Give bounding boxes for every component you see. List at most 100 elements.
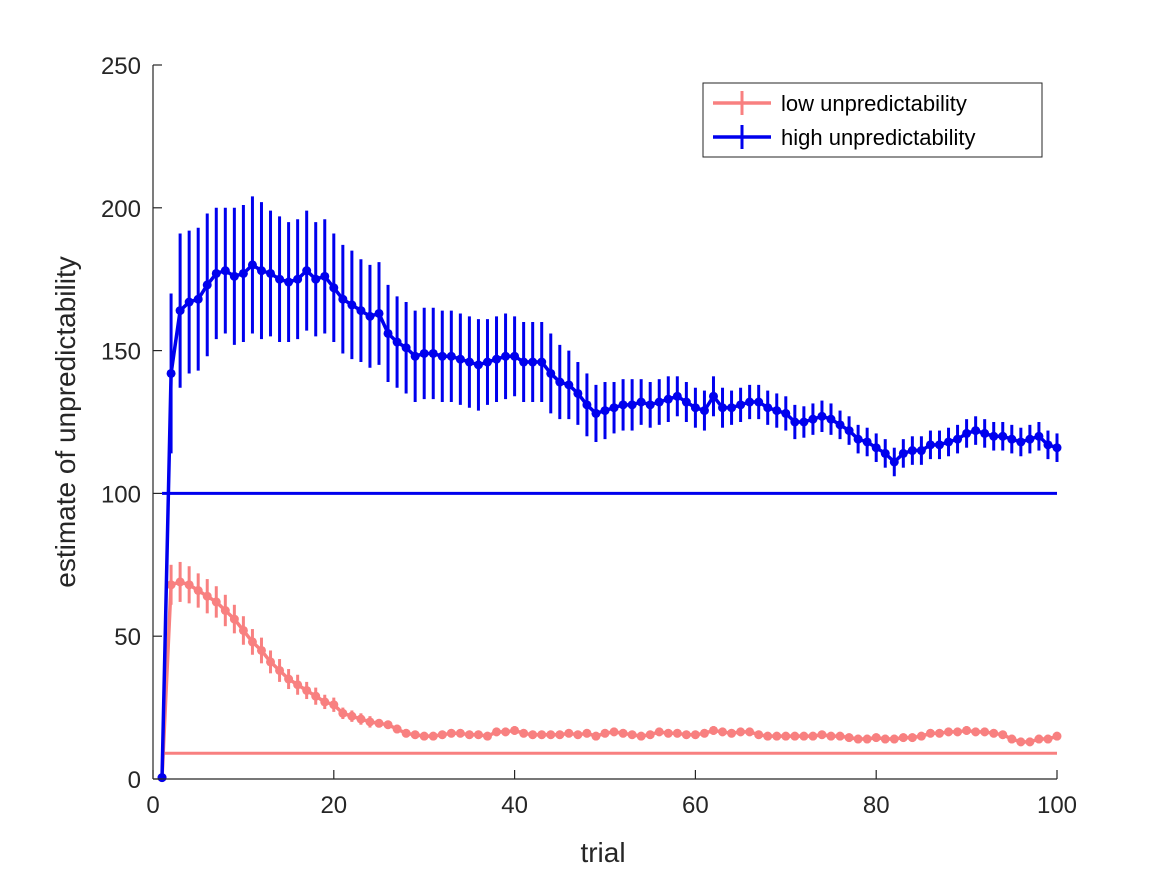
data-point-high bbox=[790, 417, 800, 427]
data-point-high bbox=[356, 306, 366, 316]
y-tick-label: 250 bbox=[101, 53, 141, 80]
data-point-low bbox=[266, 657, 276, 667]
data-point-high bbox=[718, 403, 728, 413]
data-point-high bbox=[302, 266, 312, 276]
data-point-high bbox=[510, 351, 520, 361]
data-point-low bbox=[971, 727, 981, 737]
data-point-low bbox=[256, 645, 266, 655]
data-point-high bbox=[311, 274, 321, 284]
data-point-low bbox=[365, 717, 375, 727]
data-point-high bbox=[817, 411, 827, 421]
data-point-high bbox=[826, 414, 836, 424]
data-point-high bbox=[492, 354, 502, 364]
data-point-low bbox=[898, 733, 908, 743]
data-point-low bbox=[817, 730, 827, 740]
series-line-low bbox=[160, 580, 1058, 778]
data-point-low bbox=[275, 665, 285, 675]
data-point-low bbox=[428, 731, 438, 741]
data-point-high bbox=[1016, 437, 1026, 447]
data-point-low bbox=[247, 637, 257, 647]
data-point-low bbox=[916, 731, 926, 741]
data-point-low bbox=[582, 728, 592, 738]
data-point-high bbox=[365, 311, 375, 321]
data-point-high bbox=[229, 271, 239, 281]
data-point-high bbox=[907, 446, 917, 456]
data-point-high bbox=[193, 294, 203, 304]
data-point-low bbox=[989, 728, 999, 738]
data-point-low bbox=[1007, 734, 1017, 744]
data-point-high bbox=[799, 417, 809, 427]
data-point-high bbox=[736, 400, 746, 410]
data-point-low bbox=[609, 727, 619, 737]
plot-area bbox=[157, 196, 1062, 783]
data-point-high bbox=[202, 280, 212, 290]
data-point-high bbox=[609, 403, 619, 413]
data-point-high bbox=[618, 400, 628, 410]
legend-item-high: high unpredictability bbox=[713, 125, 975, 150]
series-high bbox=[157, 196, 1062, 783]
data-point-high bbox=[293, 274, 303, 284]
x-axis-label: trial bbox=[580, 837, 625, 868]
data-point-high bbox=[772, 406, 782, 416]
data-point-low bbox=[799, 731, 809, 741]
x-tick-label: 0 bbox=[146, 792, 159, 819]
data-point-high bbox=[916, 446, 926, 456]
data-point-low bbox=[591, 731, 601, 741]
data-point-low bbox=[211, 597, 221, 607]
data-point-high bbox=[1034, 431, 1044, 441]
data-point-low bbox=[808, 731, 818, 741]
data-point-high bbox=[446, 351, 456, 361]
data-point-low bbox=[690, 730, 700, 740]
data-point-low bbox=[238, 625, 248, 635]
data-point-high bbox=[727, 403, 737, 413]
data-point-high bbox=[745, 397, 755, 407]
data-point-high bbox=[1043, 440, 1053, 450]
data-point-low bbox=[826, 731, 836, 741]
data-point-high bbox=[383, 328, 393, 338]
series-line-high bbox=[160, 263, 1058, 778]
data-point-high bbox=[962, 428, 972, 438]
x-tick-label: 40 bbox=[501, 792, 528, 819]
data-point-low bbox=[618, 728, 628, 738]
data-point-high bbox=[157, 773, 167, 783]
data-point-high bbox=[627, 400, 637, 410]
data-point-high bbox=[600, 406, 610, 416]
data-point-low bbox=[944, 727, 954, 737]
data-point-low bbox=[293, 680, 303, 690]
data-point-high bbox=[555, 377, 565, 387]
data-point-low bbox=[1025, 737, 1035, 747]
data-point-low bbox=[718, 727, 728, 737]
data-point-low bbox=[166, 580, 176, 590]
data-point-low bbox=[745, 727, 755, 737]
legend-label-high: high unpredictability bbox=[781, 125, 975, 150]
data-point-low bbox=[184, 580, 194, 590]
data-point-low bbox=[519, 728, 529, 738]
data-point-high bbox=[573, 388, 583, 398]
axes: 0 20 40 60 80 100 0 50 100 150 200 250 bbox=[101, 53, 1077, 819]
data-point-high bbox=[708, 391, 718, 401]
data-point-low bbox=[284, 674, 294, 684]
data-point-low bbox=[654, 727, 664, 737]
data-point-low bbox=[1016, 737, 1026, 747]
data-point-low bbox=[482, 731, 492, 741]
data-point-low bbox=[392, 724, 402, 734]
data-point-low bbox=[401, 728, 411, 738]
data-point-high bbox=[374, 308, 384, 318]
data-point-low bbox=[383, 720, 393, 730]
data-point-high bbox=[220, 266, 230, 276]
data-point-high bbox=[473, 360, 483, 370]
data-point-high bbox=[166, 368, 176, 378]
data-point-low bbox=[311, 691, 321, 701]
data-point-high bbox=[347, 300, 357, 310]
data-point-high bbox=[1025, 434, 1035, 444]
data-point-low bbox=[727, 728, 737, 738]
data-point-high bbox=[546, 368, 556, 378]
data-point-high bbox=[754, 397, 764, 407]
data-point-low bbox=[492, 727, 502, 737]
data-point-high bbox=[537, 357, 547, 367]
data-point-low bbox=[790, 731, 800, 741]
data-point-high bbox=[392, 337, 402, 347]
data-point-low bbox=[555, 730, 565, 740]
data-point-high bbox=[844, 426, 854, 436]
data-point-low bbox=[880, 734, 890, 744]
